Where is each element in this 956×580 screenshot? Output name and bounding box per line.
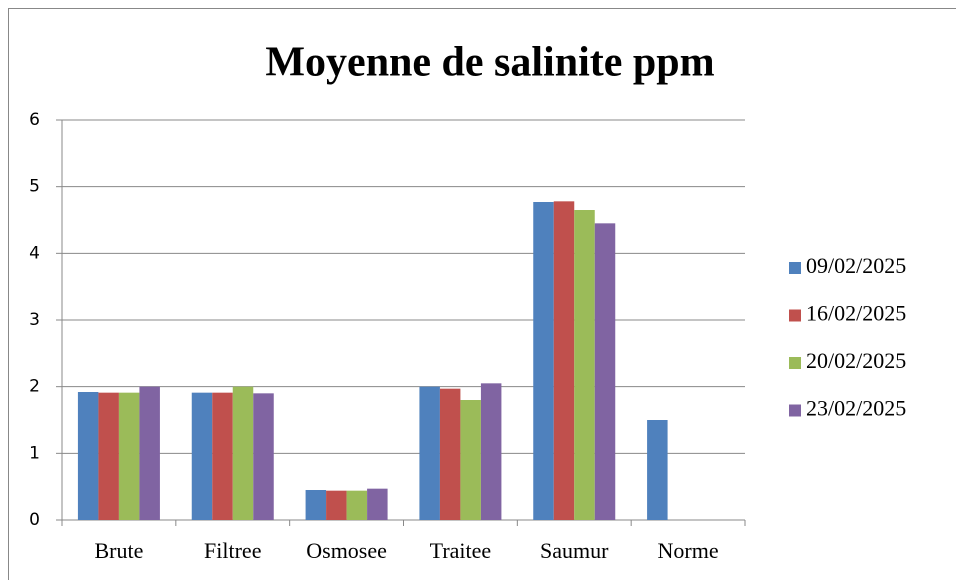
- bar: [98, 392, 119, 520]
- legend-label: 09/02/2025: [806, 253, 906, 278]
- legend-label: 23/02/2025: [806, 396, 906, 421]
- y-tick-label: 3: [29, 310, 40, 330]
- bar: [191, 392, 213, 520]
- legend-swatch: [789, 357, 801, 369]
- bar: [574, 210, 595, 520]
- legend-swatch: [789, 262, 801, 274]
- x-tick-label: Filtree: [204, 538, 261, 563]
- bar: [305, 490, 327, 520]
- bar: [647, 420, 668, 520]
- y-tick-label: 4: [29, 243, 40, 263]
- x-tick-label: Saumur: [540, 538, 609, 563]
- y-tick-label: 1: [29, 443, 40, 463]
- bar: [326, 490, 347, 520]
- bar: [346, 490, 368, 520]
- bar: [439, 388, 461, 520]
- chart-title: Moyenne de salinite ppm: [265, 40, 714, 86]
- y-tick-label: 0: [29, 510, 40, 530]
- legend-label: 16/02/2025: [806, 301, 906, 326]
- legend-swatch: [789, 404, 801, 417]
- y-tick-label: 2: [29, 377, 40, 397]
- bar: [533, 202, 554, 520]
- y-tick-label: 6: [29, 110, 40, 130]
- x-tick-label: Osmosee: [306, 538, 387, 563]
- bar: [139, 386, 160, 520]
- bar: [367, 488, 388, 520]
- x-tick-label: Norme: [658, 538, 719, 563]
- y-tick-label: 5: [29, 177, 40, 197]
- bar: [232, 386, 254, 520]
- x-tick-label: Traitee: [430, 538, 492, 563]
- legend-label: 20/02/2025: [806, 348, 906, 373]
- bar: [212, 392, 233, 520]
- bar: [77, 392, 99, 520]
- bar: [118, 392, 140, 520]
- bar: [594, 223, 616, 521]
- bar: [460, 400, 481, 520]
- bar: [253, 393, 274, 520]
- bar: [480, 383, 502, 520]
- legend-swatch: [789, 309, 801, 322]
- x-tick-label: Brute: [94, 538, 143, 563]
- bar: [419, 386, 440, 520]
- bar: [553, 201, 575, 521]
